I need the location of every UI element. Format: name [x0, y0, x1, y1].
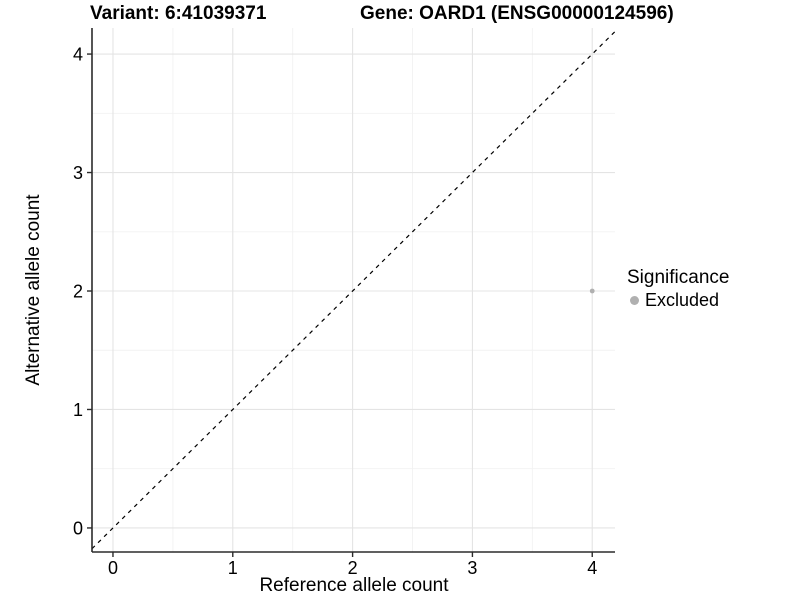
y-tick-label: 4	[73, 45, 83, 65]
identity-dashed-line	[91, 31, 616, 550]
x-tick-label: 2	[348, 558, 358, 578]
plot-title-gene: Gene: OARD1 (ENSG00000124596)	[360, 3, 674, 24]
y-tick-label: 3	[73, 163, 83, 183]
x-tick-label: 4	[587, 558, 597, 578]
legend-title: Significance	[627, 267, 730, 288]
x-tick-label: 3	[467, 558, 477, 578]
y-tick-label: 1	[73, 400, 83, 420]
plot-title-variant: Variant: 6:41039371	[90, 3, 267, 24]
excluded-point-icon	[630, 295, 639, 305]
legend-item-label: Excluded	[645, 290, 720, 310]
y-tick-label: 0	[73, 518, 83, 538]
legend-item-excluded: Excluded	[627, 290, 729, 310]
legend: Significance Excluded	[627, 267, 729, 310]
y-tick-label: 2	[73, 282, 83, 302]
y-axis-title: Alternative allele count	[23, 194, 44, 386]
x-tick-label: 1	[228, 558, 238, 578]
x-axis-title: Reference allele count	[259, 575, 449, 596]
x-tick-label: 0	[108, 558, 118, 578]
data-point-excluded	[589, 288, 595, 294]
